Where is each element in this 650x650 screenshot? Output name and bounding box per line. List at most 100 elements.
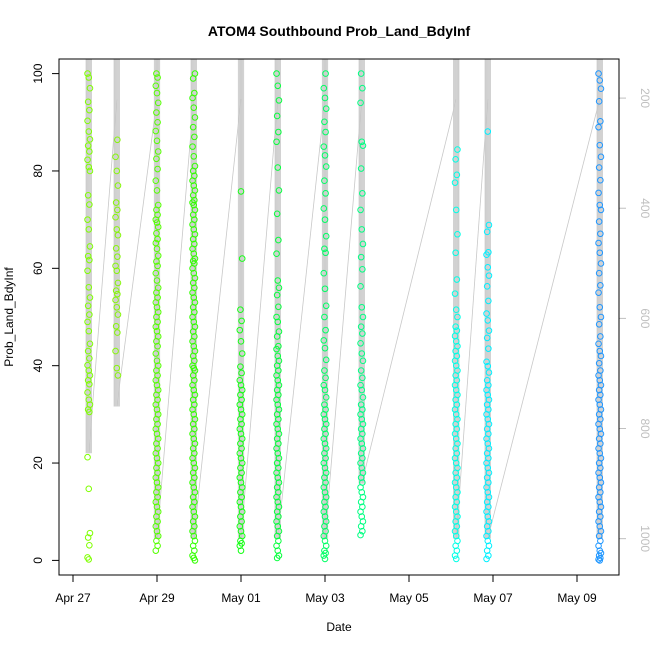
data-point	[273, 508, 281, 516]
data-point	[152, 376, 160, 384]
data-point	[452, 338, 460, 345]
data-point	[483, 251, 490, 258]
data-point	[595, 532, 603, 540]
data-point	[273, 484, 281, 491]
data-point	[153, 277, 161, 284]
data-point	[236, 498, 244, 506]
data-point	[114, 136, 121, 144]
data-point	[273, 532, 281, 540]
y2-tick-label: 800	[638, 418, 650, 438]
data-point	[189, 123, 197, 131]
x-tick-label: Apr 27	[55, 591, 91, 605]
data-point	[84, 267, 91, 275]
data-point	[484, 264, 492, 271]
data-point	[237, 306, 244, 313]
data-point	[273, 313, 280, 321]
data-point	[86, 106, 93, 114]
data-point	[273, 396, 280, 404]
data-point	[595, 189, 602, 197]
data-point	[153, 338, 160, 345]
data-point	[189, 167, 197, 175]
data-point	[237, 363, 244, 370]
data-point	[483, 435, 490, 442]
data-point	[84, 117, 91, 125]
data-point	[359, 313, 367, 321]
data-point	[189, 381, 196, 389]
data-point	[190, 484, 198, 491]
data-point	[483, 532, 490, 540]
x-axis-label: Date	[326, 620, 352, 634]
data-point	[84, 318, 91, 326]
data-point	[86, 243, 94, 250]
data-point	[190, 201, 198, 209]
data-point	[153, 357, 161, 365]
data-point	[153, 488, 160, 496]
data-point	[236, 474, 244, 481]
data-point	[153, 70, 160, 77]
y-axis-label: Prob_Land_BdyInf	[2, 267, 16, 367]
data-point	[154, 118, 161, 126]
data-point	[236, 523, 244, 530]
data-point	[275, 97, 283, 104]
data-point	[321, 313, 328, 321]
data-point	[112, 322, 120, 330]
data-point	[84, 216, 91, 223]
data-point	[189, 338, 196, 345]
data-point	[359, 84, 366, 92]
data-point	[452, 362, 460, 369]
data-point	[85, 327, 93, 335]
data-point	[189, 221, 196, 228]
data-point	[320, 143, 328, 150]
data-point	[152, 177, 160, 184]
data-point	[273, 445, 280, 452]
data-point	[595, 372, 602, 379]
data-point	[153, 527, 161, 535]
data-point	[485, 297, 492, 305]
data-point	[190, 342, 198, 350]
data-point	[321, 488, 329, 496]
data-point	[190, 532, 198, 540]
data-point	[189, 406, 196, 413]
data-point	[358, 386, 366, 394]
data-point	[190, 508, 198, 516]
data-point	[483, 376, 491, 384]
trace-connector	[324, 98, 363, 539]
data-point	[113, 364, 121, 372]
data-point	[273, 435, 281, 442]
data-point	[152, 474, 160, 481]
data-point	[84, 156, 91, 164]
data-point	[452, 372, 459, 379]
data-point	[357, 498, 365, 506]
data-point	[189, 235, 197, 243]
data-point	[483, 523, 491, 530]
data-point	[597, 352, 605, 360]
data-point	[190, 386, 198, 394]
data-point	[321, 344, 329, 352]
data-point	[485, 272, 493, 279]
data-point	[114, 311, 122, 318]
data-point	[152, 127, 160, 135]
data-point	[275, 284, 283, 292]
data-point	[274, 164, 282, 171]
data-point	[483, 411, 490, 418]
data-point	[358, 303, 366, 311]
data-point	[483, 459, 490, 467]
data-point	[595, 289, 602, 296]
data-point	[595, 218, 603, 225]
data-point	[154, 252, 162, 259]
trace-connector	[455, 98, 489, 539]
data-point	[274, 425, 282, 433]
data-point	[86, 529, 94, 537]
x-tick-label: May 09	[557, 591, 597, 605]
data-point	[189, 279, 197, 287]
data-point	[484, 440, 492, 447]
data-point	[595, 340, 602, 348]
data-point	[274, 547, 282, 554]
x-tick-label: May 07	[473, 591, 513, 605]
data-point	[237, 381, 245, 389]
data-point	[321, 425, 328, 433]
data-point	[114, 329, 121, 336]
data-point	[273, 554, 281, 562]
data-point	[273, 333, 281, 340]
